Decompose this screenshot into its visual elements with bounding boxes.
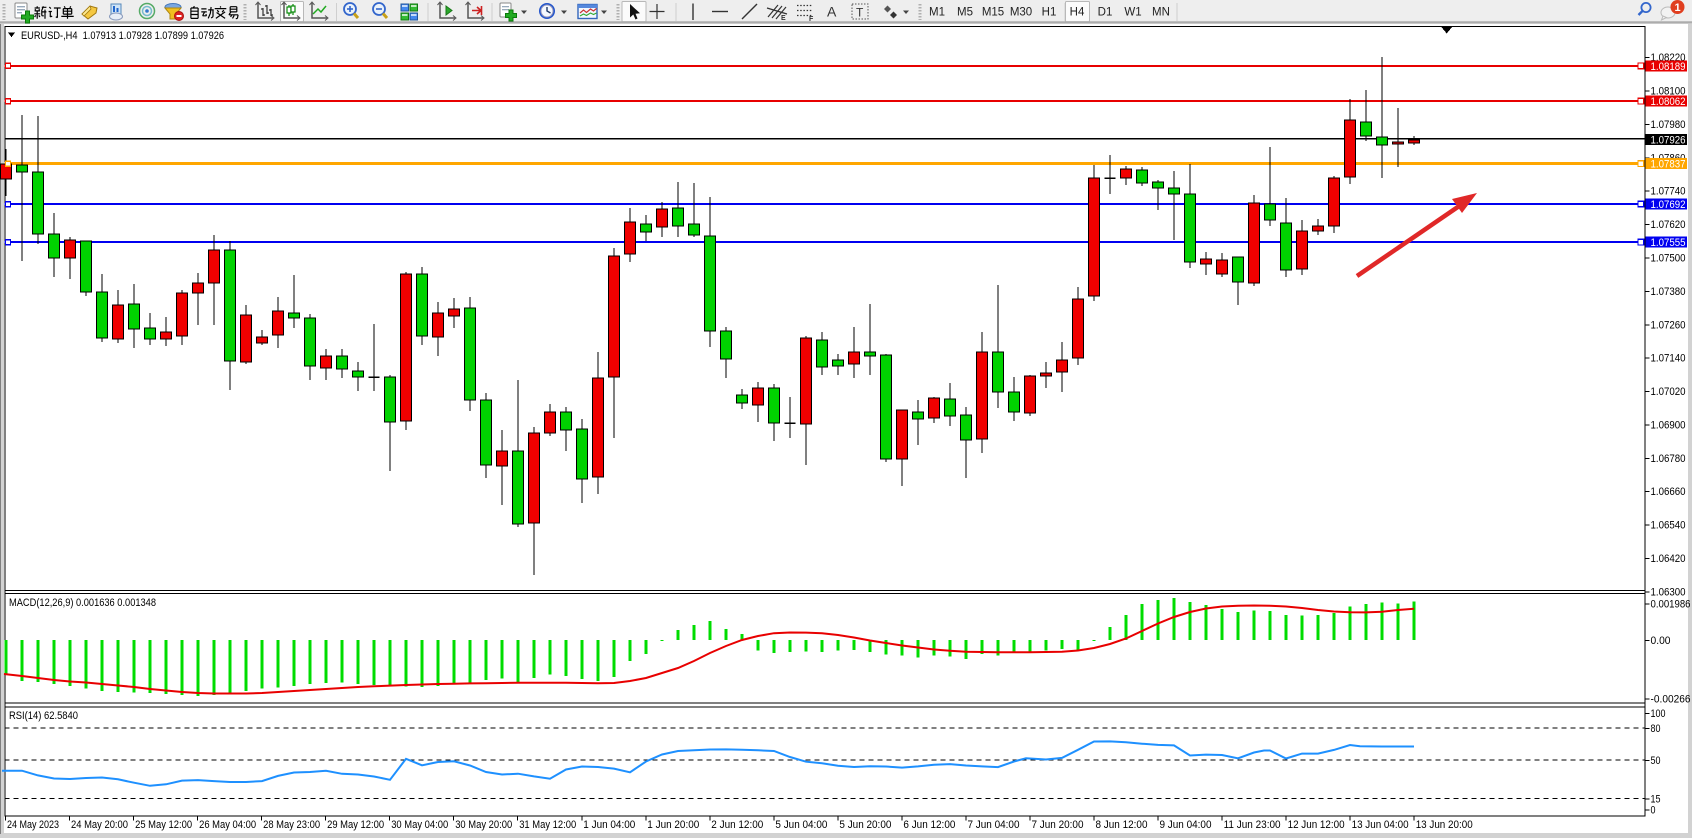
svg-text:1.07500: 1.07500 <box>1651 253 1686 265</box>
svg-text:1 Jun 04:00: 1 Jun 04:00 <box>583 819 635 831</box>
svg-text:25 May 12:00: 25 May 12:00 <box>135 819 192 831</box>
svg-text:1.08100: 1.08100 <box>1651 86 1686 98</box>
svg-text:7 Jun 20:00: 7 Jun 20:00 <box>1032 819 1084 831</box>
svg-text:-0.00266: -0.00266 <box>1651 693 1691 705</box>
svg-text:13 Jun 20:00: 13 Jun 20:00 <box>1416 819 1473 831</box>
svg-text:M30: M30 <box>1010 7 1032 19</box>
svg-text:1.07260: 1.07260 <box>1651 319 1686 331</box>
svg-text:30 May 04:00: 30 May 04:00 <box>391 819 448 831</box>
svg-text:11 Jun 23:00: 11 Jun 23:00 <box>1224 819 1281 831</box>
svg-text:F: F <box>809 16 814 23</box>
svg-text:1.06900: 1.06900 <box>1651 419 1686 431</box>
svg-text:1.07837: 1.07837 <box>1651 159 1686 171</box>
svg-text:1.07692: 1.07692 <box>1651 199 1686 211</box>
svg-text:100: 100 <box>1651 708 1666 720</box>
svg-text:26 May 04:00: 26 May 04:00 <box>199 819 256 831</box>
svg-text:1.07980: 1.07980 <box>1651 119 1686 131</box>
svg-text:9 Jun 04:00: 9 Jun 04:00 <box>1160 819 1212 831</box>
svg-text:12 Jun 12:00: 12 Jun 12:00 <box>1288 819 1345 831</box>
svg-text:1 Jun 20:00: 1 Jun 20:00 <box>647 819 699 831</box>
svg-text:1.06780: 1.06780 <box>1651 453 1686 465</box>
svg-text:0.001986: 0.001986 <box>1651 599 1691 611</box>
svg-text:1.07926: 1.07926 <box>1651 135 1686 147</box>
svg-text:A: A <box>827 4 837 20</box>
svg-text:W1: W1 <box>1124 7 1141 19</box>
svg-text:7 Jun 04:00: 7 Jun 04:00 <box>968 819 1020 831</box>
svg-text:6 Jun 12:00: 6 Jun 12:00 <box>903 819 955 831</box>
svg-text:1.06660: 1.06660 <box>1651 486 1686 498</box>
svg-text:80: 80 <box>1651 723 1661 735</box>
svg-text:1.08062: 1.08062 <box>1651 96 1686 108</box>
svg-text:1.07620: 1.07620 <box>1651 219 1686 231</box>
svg-text:M15: M15 <box>982 7 1004 19</box>
svg-text:8 Jun 12:00: 8 Jun 12:00 <box>1096 819 1148 831</box>
svg-text:EURUSD-,H4 1.07913 1.07928 1.: EURUSD-,H4 1.07913 1.07928 1.07899 1.079… <box>21 30 224 42</box>
svg-text:1: 1 <box>1674 2 1680 14</box>
svg-text:0.00: 0.00 <box>1651 635 1671 647</box>
svg-text:1.06300: 1.06300 <box>1651 586 1686 598</box>
svg-text:1.07555: 1.07555 <box>1651 237 1686 249</box>
svg-text:2 Jun 12:00: 2 Jun 12:00 <box>711 819 763 831</box>
svg-text:M1: M1 <box>929 7 945 19</box>
svg-text:31 May 12:00: 31 May 12:00 <box>519 819 576 831</box>
svg-text:1.07740: 1.07740 <box>1651 186 1686 198</box>
svg-text:MACD(12,26,9) 0.001636 0.00134: MACD(12,26,9) 0.001636 0.001348 <box>9 597 156 609</box>
svg-text:13 Jun 04:00: 13 Jun 04:00 <box>1352 819 1409 831</box>
svg-text:1.07140: 1.07140 <box>1651 353 1686 365</box>
svg-text:5 Jun 04:00: 5 Jun 04:00 <box>775 819 827 831</box>
svg-text:RSI(14) 62.5840: RSI(14) 62.5840 <box>9 710 78 722</box>
svg-text:15: 15 <box>1651 794 1661 806</box>
svg-text:28 May 23:00: 28 May 23:00 <box>263 819 320 831</box>
svg-text:1.06420: 1.06420 <box>1651 553 1686 565</box>
svg-text:E: E <box>781 15 786 22</box>
svg-text:1.08220: 1.08220 <box>1651 52 1686 64</box>
svg-text:1.08189: 1.08189 <box>1651 61 1686 73</box>
svg-text:24 May 2023: 24 May 2023 <box>7 819 59 831</box>
svg-text:MN: MN <box>1152 7 1170 19</box>
svg-text:H1: H1 <box>1042 7 1057 19</box>
svg-text:1.07380: 1.07380 <box>1651 286 1686 298</box>
svg-text:29 May 12:00: 29 May 12:00 <box>327 819 384 831</box>
svg-text:0: 0 <box>1651 804 1656 816</box>
svg-text:24 May 20:00: 24 May 20:00 <box>71 819 128 831</box>
svg-text:M5: M5 <box>957 7 973 19</box>
svg-text:1.07020: 1.07020 <box>1651 386 1686 398</box>
svg-text:H4: H4 <box>1070 7 1085 19</box>
svg-text:T: T <box>856 6 864 20</box>
svg-text:1.06540: 1.06540 <box>1651 520 1686 532</box>
svg-text:50: 50 <box>1651 755 1661 767</box>
svg-text:5 Jun 20:00: 5 Jun 20:00 <box>839 819 891 831</box>
svg-text:D1: D1 <box>1098 7 1113 19</box>
svg-text:30 May 20:00: 30 May 20:00 <box>455 819 512 831</box>
